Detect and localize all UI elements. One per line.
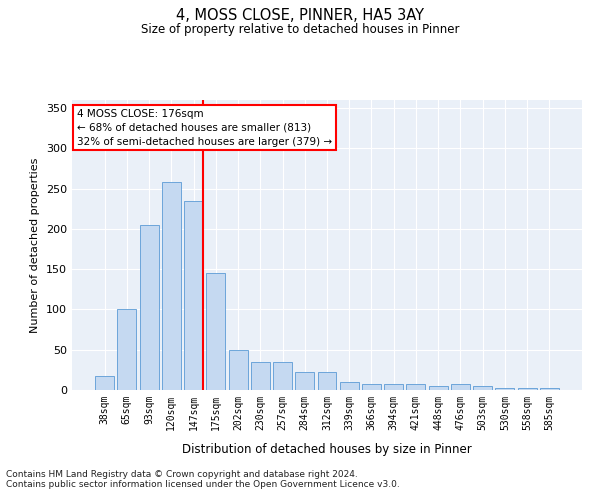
Text: 4 MOSS CLOSE: 176sqm
← 68% of detached houses are smaller (813)
32% of semi-deta: 4 MOSS CLOSE: 176sqm ← 68% of detached h…: [77, 108, 332, 146]
Bar: [184, 200, 203, 390]
Bar: [429, 386, 448, 390]
Text: Size of property relative to detached houses in Pinner: Size of property relative to detached ho…: [141, 22, 459, 36]
Bar: [340, 382, 359, 390]
Bar: [140, 225, 158, 390]
Bar: [451, 384, 470, 390]
Bar: [273, 362, 292, 390]
Text: Distribution of detached houses by size in Pinner: Distribution of detached houses by size …: [182, 442, 472, 456]
Bar: [95, 376, 114, 390]
Bar: [229, 350, 248, 390]
Bar: [384, 384, 403, 390]
Bar: [473, 386, 492, 390]
Text: Contains HM Land Registry data © Crown copyright and database right 2024.: Contains HM Land Registry data © Crown c…: [6, 470, 358, 479]
Text: Contains public sector information licensed under the Open Government Licence v3: Contains public sector information licen…: [6, 480, 400, 489]
Bar: [496, 388, 514, 390]
Text: 4, MOSS CLOSE, PINNER, HA5 3AY: 4, MOSS CLOSE, PINNER, HA5 3AY: [176, 8, 424, 22]
Bar: [251, 362, 270, 390]
Bar: [162, 182, 181, 390]
Y-axis label: Number of detached properties: Number of detached properties: [31, 158, 40, 332]
Bar: [406, 384, 425, 390]
Bar: [118, 310, 136, 390]
Bar: [206, 273, 225, 390]
Bar: [362, 384, 381, 390]
Bar: [295, 372, 314, 390]
Bar: [518, 388, 536, 390]
Bar: [317, 372, 337, 390]
Bar: [540, 388, 559, 390]
